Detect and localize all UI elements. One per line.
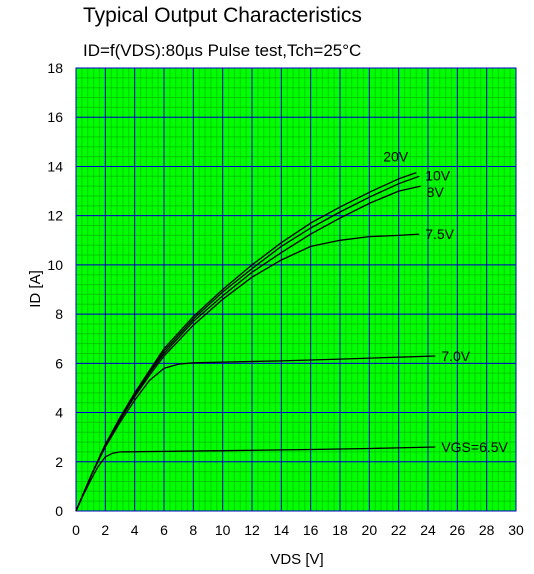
x-tick-label: 22 bbox=[391, 522, 407, 538]
series-label: 7.0V bbox=[441, 348, 470, 364]
y-tick-label: 18 bbox=[47, 60, 63, 76]
y-tick-label: 16 bbox=[47, 109, 63, 125]
series-line bbox=[75, 446, 436, 512]
chart-title: Typical Output Characteristics bbox=[83, 4, 362, 27]
series-label: 20V bbox=[383, 149, 409, 165]
y-tick-label: 2 bbox=[55, 454, 63, 470]
y-tick-label: 6 bbox=[55, 355, 63, 371]
x-tick-label: 28 bbox=[479, 522, 495, 538]
y-tick-label: 12 bbox=[47, 208, 63, 224]
x-tick-label: 16 bbox=[303, 522, 319, 538]
x-tick-label: 24 bbox=[420, 522, 436, 538]
y-axis-label: ID [A] bbox=[27, 270, 44, 308]
x-tick-label: 26 bbox=[450, 522, 466, 538]
y-tick-label: 8 bbox=[55, 306, 63, 322]
chart-subtitle: ID=f(VDS):80µs Pulse test,Tch=25°C bbox=[83, 41, 362, 60]
x-tick-label: 6 bbox=[160, 522, 168, 538]
x-tick-label: 4 bbox=[131, 522, 139, 538]
x-tick-label: 30 bbox=[508, 522, 524, 538]
series-line bbox=[75, 233, 420, 512]
y-tick-label: 14 bbox=[47, 158, 63, 174]
series-line bbox=[75, 355, 436, 512]
x-axis-label: VDS [V] bbox=[270, 551, 323, 568]
x-tick-label: 2 bbox=[101, 522, 109, 538]
x-tick-label: 0 bbox=[72, 522, 80, 538]
series-label: VGS=6.5V bbox=[441, 439, 508, 455]
x-tick-label: 8 bbox=[189, 522, 197, 538]
x-tick-label: 18 bbox=[332, 522, 348, 538]
y-tick-label: 10 bbox=[47, 257, 63, 273]
y-tick-labels: 0 2 4 6 8 10 12 14 16 18 bbox=[47, 60, 63, 519]
plot-background bbox=[76, 68, 516, 511]
series-label: 8V bbox=[427, 184, 445, 200]
x-tick-label: 20 bbox=[362, 522, 378, 538]
x-tick-label: 12 bbox=[244, 522, 260, 538]
plot-frame bbox=[75, 67, 517, 512]
series-label: 10V bbox=[425, 167, 451, 183]
x-tick-labels: 0 2 4 6 8 10 12 14 16 18 20 22 24 26 28 30 bbox=[72, 522, 524, 538]
x-tick-label: 14 bbox=[274, 522, 290, 538]
plot-area bbox=[75, 67, 517, 512]
x-tick-label: 10 bbox=[215, 522, 231, 538]
y-tick-label: 0 bbox=[55, 503, 63, 519]
series-label: 7.5V bbox=[425, 226, 454, 242]
y-tick-label: 4 bbox=[55, 405, 63, 421]
